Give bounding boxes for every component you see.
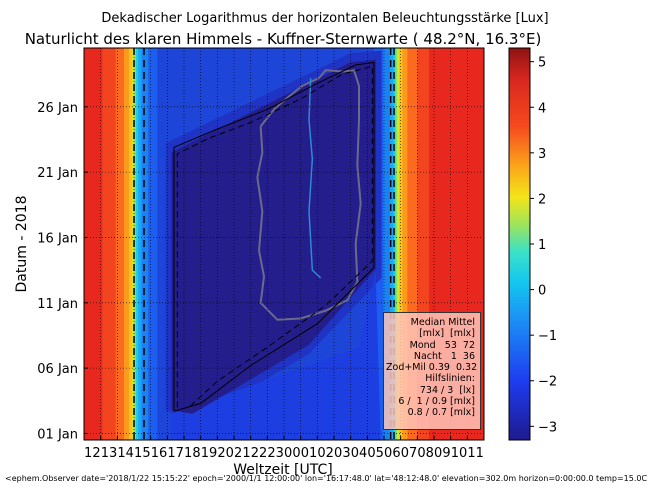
x-tick-label: 14 — [117, 446, 134, 461]
colorbar-tick-label: 0 — [538, 284, 546, 299]
y-tick-label: 16 Jan — [37, 231, 78, 246]
x-axis-label: Weltzeit [UTC] — [233, 462, 332, 478]
y-tick-label: 26 Jan — [37, 101, 78, 116]
x-tick-label: 05 — [367, 446, 384, 461]
colorbar-tick-label: −2 — [538, 375, 557, 390]
x-axis-ticks: 12 13 14 15 16 17 18 19 20 21 22 23 00 01 02 03 04 05 06 07… — [83, 436, 484, 461]
contour-dashed-inner — [176, 65, 373, 408]
x-tick-label: 16 — [151, 446, 168, 461]
colorbar — [508, 47, 531, 441]
legend-line: [mlx] [mlx] — [419, 328, 475, 340]
x-tick-label: 01 — [301, 446, 318, 461]
x-tick-label: 00 — [284, 446, 301, 461]
x-tick-label: 21 — [234, 446, 251, 461]
dark-night-region-top — [171, 59, 376, 414]
chart-title: Dekadischer Logarithmus der horizontalen… — [101, 11, 548, 26]
x-tick-label: 20 — [217, 446, 234, 461]
colorbar-tick-label: −1 — [538, 329, 557, 344]
x-tick-label: 08 — [417, 446, 434, 461]
contour-gray-outer — [256, 69, 362, 321]
x-tick-label: 02 — [317, 446, 334, 461]
x-tick-label: 15 — [134, 446, 151, 461]
plot-area — [84, 48, 484, 440]
legend-line: Mond 53 72 — [409, 339, 475, 351]
x-tick-label: 04 — [351, 446, 368, 461]
y-axis-ticks: 01 Jan 06 Jan 11 Jan 16 Jan 21 Jan 26 Jan — [37, 101, 88, 442]
footer-observer-info: <ephem.Observer date='2018/1/22 15:15:22… — [5, 474, 650, 483]
colorbar-tick-label: 5 — [538, 56, 546, 71]
y-tick-label: 01 Jan — [37, 427, 78, 442]
x-tick-label: 13 — [101, 446, 118, 461]
colorbar-tick-label: 2 — [538, 192, 546, 207]
legend-line: 6 / 1 / 0.9 [mlx] — [398, 396, 475, 408]
colorbar-tick-label: 3 — [538, 147, 546, 162]
x-tick-label: 11 — [467, 446, 484, 461]
colorbar-tick-label: 1 — [538, 238, 546, 253]
x-tick-label: 03 — [334, 446, 351, 461]
x-tick-label: 10 — [451, 446, 468, 461]
y-tick-label: 06 Jan — [37, 362, 78, 377]
x-tick-label: 12 — [84, 446, 101, 461]
colorbar-ticks: 5 4 3 2 1 0 −1 −2 −3 — [530, 56, 557, 435]
y-tick-label: 11 Jan — [37, 297, 78, 312]
legend-line: Median Mittel — [410, 317, 475, 328]
contour-solid-lower — [173, 267, 375, 412]
x-tick-label: 22 — [251, 446, 268, 461]
x-tick-label: 18 — [184, 446, 201, 461]
x-tick-label: 06 — [384, 446, 401, 461]
contour-solid-outer — [173, 61, 375, 412]
legend-box: Median Mittel [mlx] [mlx] Mond 53 72 Nacht … — [383, 312, 481, 430]
legend-line: Nacht 1 36 — [413, 350, 475, 362]
y-tick-label: 21 Jan — [37, 166, 78, 181]
x-tick-label: 19 — [201, 446, 218, 461]
moonlit-lower-region — [171, 271, 381, 440]
colorbar-tick-label: −3 — [538, 420, 557, 435]
x-tick-label: 17 — [167, 446, 184, 461]
x-tick-label: 23 — [267, 446, 284, 461]
y-axis-label: Datum - 2018 — [14, 196, 30, 293]
contour-blue-inner — [308, 78, 322, 279]
chart-subtitle: Naturlicht des klaren Himmels - Kuffner-… — [25, 30, 542, 48]
colorbar-tick-label: 4 — [538, 101, 546, 116]
legend-line: 734 / 3 [lx] — [419, 384, 475, 396]
legend-line: 0.8 / 0.7 [mlx] — [407, 407, 475, 419]
legend-line: Zod+Mil 0.39 0.32 — [386, 362, 478, 374]
legend-line: Hilfslinien: — [425, 373, 475, 385]
x-tick-label: 09 — [434, 446, 451, 461]
x-tick-label: 07 — [401, 446, 418, 461]
